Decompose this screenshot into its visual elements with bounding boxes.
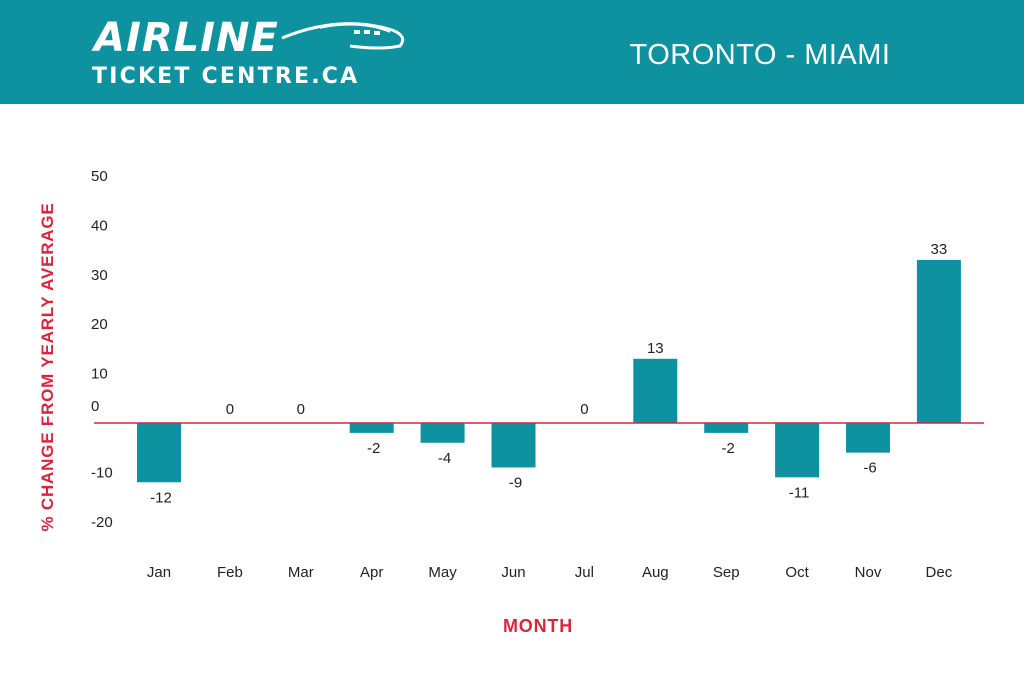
bar-jan bbox=[137, 423, 181, 483]
route-title: TORONTO - MIAMI bbox=[629, 39, 891, 71]
x-tick-label-nov: Nov bbox=[855, 564, 882, 581]
bar-nov bbox=[846, 423, 890, 453]
data-label-aug: 13 bbox=[647, 340, 664, 357]
y-axis-label: % CHANGE FROM YEARLY AVERAGE bbox=[38, 202, 57, 532]
x-tick-label-mar: Mar bbox=[288, 564, 314, 581]
data-label-apr: -2 bbox=[367, 440, 380, 457]
data-label-feb: 0 bbox=[226, 401, 234, 418]
x-tick-label-apr: Apr bbox=[360, 564, 383, 581]
bar-chart: 50403020100-10-20-12Jan0Feb0Mar-2Apr-4Ma… bbox=[91, 168, 984, 581]
y-tick-label: 40 bbox=[91, 217, 108, 234]
y-tick-label: 50 bbox=[91, 168, 108, 185]
data-label-mar: 0 bbox=[297, 401, 305, 418]
header-banner: AIRLINE TICKET CENTRE.CA TORONTO - MIAMI bbox=[0, 0, 1024, 104]
x-axis-label: MONTH bbox=[503, 616, 573, 636]
airline-ticket-centre-logo[interactable]: AIRLINE TICKET CENTRE.CA bbox=[92, 14, 412, 94]
data-label-sep: -2 bbox=[722, 440, 735, 457]
data-label-may: -4 bbox=[438, 450, 451, 467]
data-label-jan: -12 bbox=[150, 489, 172, 506]
x-tick-label-jun: Jun bbox=[501, 564, 525, 581]
y-tick-label: 30 bbox=[91, 267, 108, 284]
y-tick-label: 0 bbox=[91, 398, 99, 415]
x-tick-label-jul: Jul bbox=[575, 564, 594, 581]
bar-apr bbox=[349, 423, 394, 433]
x-tick-label-jan: Jan bbox=[147, 564, 171, 581]
x-tick-label-aug: Aug bbox=[642, 564, 669, 581]
x-tick-label-sep: Sep bbox=[713, 564, 740, 581]
bar-may bbox=[420, 423, 465, 443]
x-tick-label-feb: Feb bbox=[217, 564, 243, 581]
x-tick-label-may: May bbox=[428, 564, 457, 581]
data-label-oct: -11 bbox=[789, 484, 810, 501]
bar-dec bbox=[916, 259, 961, 423]
airplane-swoosh-icon bbox=[281, 22, 405, 50]
logo-wordmark-ticket-centre: TICKET CENTRE.CA bbox=[92, 64, 360, 89]
data-label-jun: -9 bbox=[509, 474, 522, 491]
bar-jun bbox=[491, 423, 536, 468]
x-tick-label-dec: Dec bbox=[926, 564, 953, 581]
logo-wordmark-airline: AIRLINE bbox=[94, 15, 279, 61]
bar-aug bbox=[633, 358, 678, 423]
data-label-nov: -6 bbox=[863, 460, 876, 477]
data-label-jul: 0 bbox=[580, 401, 588, 418]
bar-sep bbox=[704, 423, 749, 433]
bar-oct bbox=[775, 423, 820, 478]
data-label-dec: 33 bbox=[931, 241, 948, 258]
y-tick-label: -10 bbox=[91, 464, 113, 481]
y-tick-label: -20 bbox=[91, 514, 113, 531]
y-tick-label: 10 bbox=[91, 366, 108, 383]
y-tick-label: 20 bbox=[91, 316, 108, 333]
x-tick-label-oct: Oct bbox=[785, 564, 809, 581]
